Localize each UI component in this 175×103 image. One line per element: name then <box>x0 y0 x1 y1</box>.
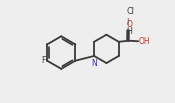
Text: OH: OH <box>139 37 150 46</box>
Text: H: H <box>126 27 132 36</box>
Text: O: O <box>126 20 132 29</box>
Text: Cl: Cl <box>126 7 134 16</box>
Text: F: F <box>41 56 46 65</box>
Text: |: | <box>126 18 129 25</box>
Text: N: N <box>91 59 97 68</box>
